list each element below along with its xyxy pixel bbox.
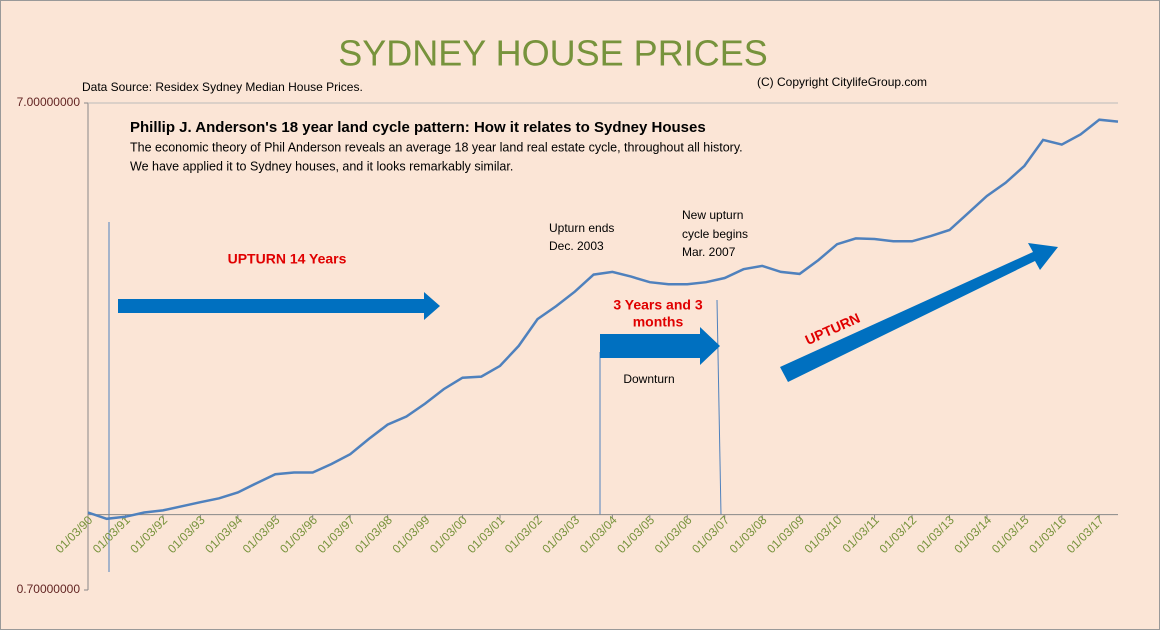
annotation: cycle begins (682, 227, 748, 241)
y-tick-label: 0.70000000 (17, 582, 81, 596)
annotation: Downturn (623, 372, 674, 386)
copyright: (C) Copyright CitylifeGroup.com (757, 75, 927, 89)
arrow (600, 327, 720, 365)
arrow (118, 292, 440, 320)
cycle-line (716, 299, 722, 516)
annotation: New upturn (682, 208, 743, 222)
annotation: UPTURN 14 Years (228, 251, 347, 267)
price-line (87, 118, 1119, 521)
annotation: Upturn ends (549, 221, 614, 235)
annotation: Phillip J. Anderson's 18 year land cycle… (130, 119, 706, 136)
annotation: We have applied it to Sydney houses, and… (130, 159, 513, 173)
chart-title: SYDNEY HOUSE PRICES (338, 33, 767, 74)
subtitle: Data Source: Residex Sydney Median House… (82, 80, 363, 94)
annotation: Dec. 2003 (549, 239, 604, 253)
annotation: The economic theory of Phil Anderson rev… (130, 140, 743, 154)
annotation: months (633, 314, 684, 330)
y-tick-label: 7.00000000 (17, 95, 81, 109)
annotation: Mar. 2007 (682, 245, 736, 259)
arrow (780, 243, 1058, 382)
annotation: 3 Years and 3 (613, 297, 702, 313)
